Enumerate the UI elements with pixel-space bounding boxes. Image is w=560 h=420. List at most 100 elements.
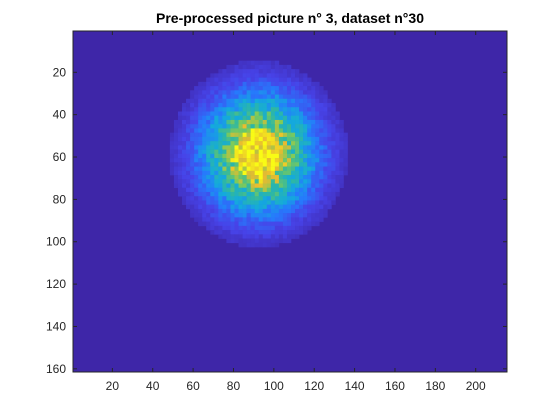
heatmap-cell	[210, 170, 215, 176]
heatmap-cell	[323, 162, 328, 167]
heatmap-cell	[230, 141, 235, 146]
heatmap-cell	[307, 90, 312, 95]
heatmap-cell	[234, 191, 239, 197]
heatmap-cell	[270, 81, 276, 87]
heatmap-cell	[323, 107, 328, 112]
heatmap-cell	[278, 94, 284, 100]
heatmap-cell	[319, 162, 324, 167]
heatmap-cell	[315, 107, 320, 112]
heatmap-cell	[258, 90, 264, 95]
heatmap-cell	[186, 175, 191, 180]
heatmap-cell	[278, 136, 284, 142]
heatmap-cell	[319, 103, 324, 108]
heatmap-cell	[266, 136, 272, 142]
heatmap-cell	[169, 141, 175, 146]
heatmap-cell	[291, 86, 296, 91]
heatmap-cell	[291, 204, 296, 210]
heatmap-cell	[315, 179, 320, 184]
heatmap-cell	[210, 225, 215, 231]
heatmap-cell	[266, 213, 272, 218]
heatmap-cell	[210, 128, 215, 133]
heatmap-cell	[266, 90, 272, 95]
heatmap-cell	[343, 149, 348, 155]
y-tick-label: 100	[46, 235, 66, 249]
heatmap-cell	[182, 149, 187, 155]
heatmap-cell	[335, 162, 340, 167]
heatmap-cell	[210, 141, 215, 146]
heatmap-cell	[226, 98, 231, 104]
heatmap-cell	[169, 158, 175, 163]
heatmap-cell	[291, 119, 296, 125]
heatmap-cell	[331, 158, 336, 163]
heatmap-cell	[222, 136, 227, 142]
heatmap-cell	[230, 69, 235, 74]
heatmap-cell	[274, 213, 280, 218]
heatmap-cell	[270, 111, 276, 117]
heatmap-cell	[262, 73, 268, 78]
heatmap-cell	[186, 196, 191, 201]
heatmap-cell	[246, 103, 251, 108]
heatmap-cell	[270, 158, 276, 163]
heatmap-cell	[250, 94, 255, 100]
heatmap-cell	[311, 107, 316, 112]
heatmap-cell	[230, 213, 235, 218]
heatmap-cell	[198, 119, 203, 125]
heatmap-cell	[254, 132, 260, 138]
heatmap-cell	[214, 86, 219, 91]
heatmap-cell	[246, 221, 251, 227]
heatmap-cell	[307, 149, 312, 155]
heatmap-cell	[299, 128, 304, 133]
heatmap-cell	[246, 69, 251, 74]
heatmap-cell	[339, 141, 344, 146]
heatmap-cell	[343, 166, 348, 172]
heatmap-cell	[222, 145, 227, 150]
heatmap-cell	[238, 225, 243, 231]
heatmap-cell	[210, 86, 215, 91]
axes-frame	[72, 30, 508, 373]
heatmap-cell	[315, 153, 320, 159]
heatmap-cell	[177, 191, 183, 197]
heatmap-cell	[278, 204, 284, 210]
heatmap-cell	[339, 183, 344, 189]
heatmap-cell	[246, 208, 251, 214]
heatmap-cell	[230, 175, 235, 180]
heatmap-cell	[286, 128, 292, 133]
heatmap-cell	[258, 225, 264, 231]
heatmap-cell	[274, 136, 280, 142]
heatmap-cell	[295, 170, 300, 176]
heatmap-cell	[198, 115, 203, 121]
heatmap-cell	[238, 69, 243, 74]
heatmap-cell	[246, 64, 251, 70]
heatmap-cell	[299, 208, 304, 214]
heatmap-cell	[194, 204, 199, 210]
heatmap-cell	[198, 98, 203, 104]
heatmap-cell	[278, 183, 284, 189]
heatmap-cell	[182, 179, 187, 184]
heatmap-cell	[250, 175, 255, 180]
heatmap-cell	[250, 230, 255, 235]
heatmap-cell	[186, 141, 191, 146]
heatmap-cell	[222, 221, 227, 227]
heatmap-cell	[335, 183, 340, 189]
heatmap-cell	[238, 191, 243, 197]
heatmap-cell	[331, 141, 336, 146]
heatmap-cell	[319, 175, 324, 180]
heatmap-cell	[303, 191, 308, 197]
heatmap-cell	[230, 200, 235, 205]
heatmap-cell	[202, 141, 207, 146]
heatmap-cell	[291, 103, 296, 108]
heatmap-cell	[291, 225, 296, 231]
heatmap-cell	[202, 103, 207, 108]
heatmap-cell	[274, 90, 280, 95]
heatmap-cell	[258, 242, 264, 248]
heatmap-cell	[210, 136, 215, 142]
heatmap-cell	[258, 77, 264, 83]
heatmap-cell	[230, 128, 235, 133]
y-tick-label: 20	[53, 65, 67, 79]
heatmap-cell	[335, 128, 340, 133]
heatmap-cell	[303, 158, 308, 163]
heatmap-cell	[258, 73, 264, 78]
heatmap-cell	[234, 238, 239, 244]
heatmap-cell	[246, 162, 251, 167]
heatmap-cell	[226, 111, 231, 117]
